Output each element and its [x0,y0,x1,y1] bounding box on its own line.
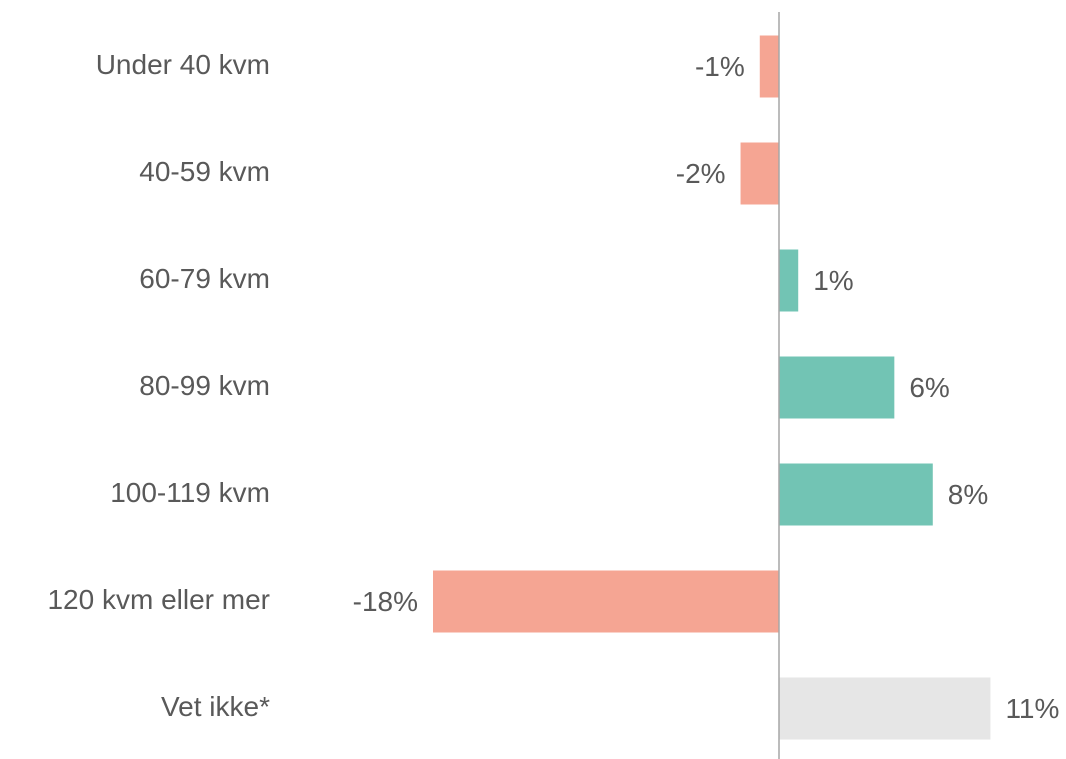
value-label: 6% [909,372,949,403]
bar [740,142,779,205]
value-label: 8% [948,479,988,510]
value-label: -2% [676,158,726,189]
value-label: 1% [813,265,853,296]
bar [779,249,799,312]
bar [779,356,895,419]
category-label: Under 40 kvm [96,49,270,80]
value-label: 11% [1005,693,1059,724]
category-label: Vet ikke* [161,691,270,722]
value-label: -1% [695,51,745,82]
category-label: 40-59 kvm [139,156,270,187]
category-label: 100-119 kvm [110,477,270,508]
bar [779,677,991,740]
category-label: 120 kvm eller mer [47,584,270,615]
category-label: 60-79 kvm [139,263,270,294]
category-label: 80-99 kvm [139,370,270,401]
bar [779,463,933,526]
bar [433,570,779,633]
bar [759,35,779,98]
value-label: -18% [353,586,418,617]
